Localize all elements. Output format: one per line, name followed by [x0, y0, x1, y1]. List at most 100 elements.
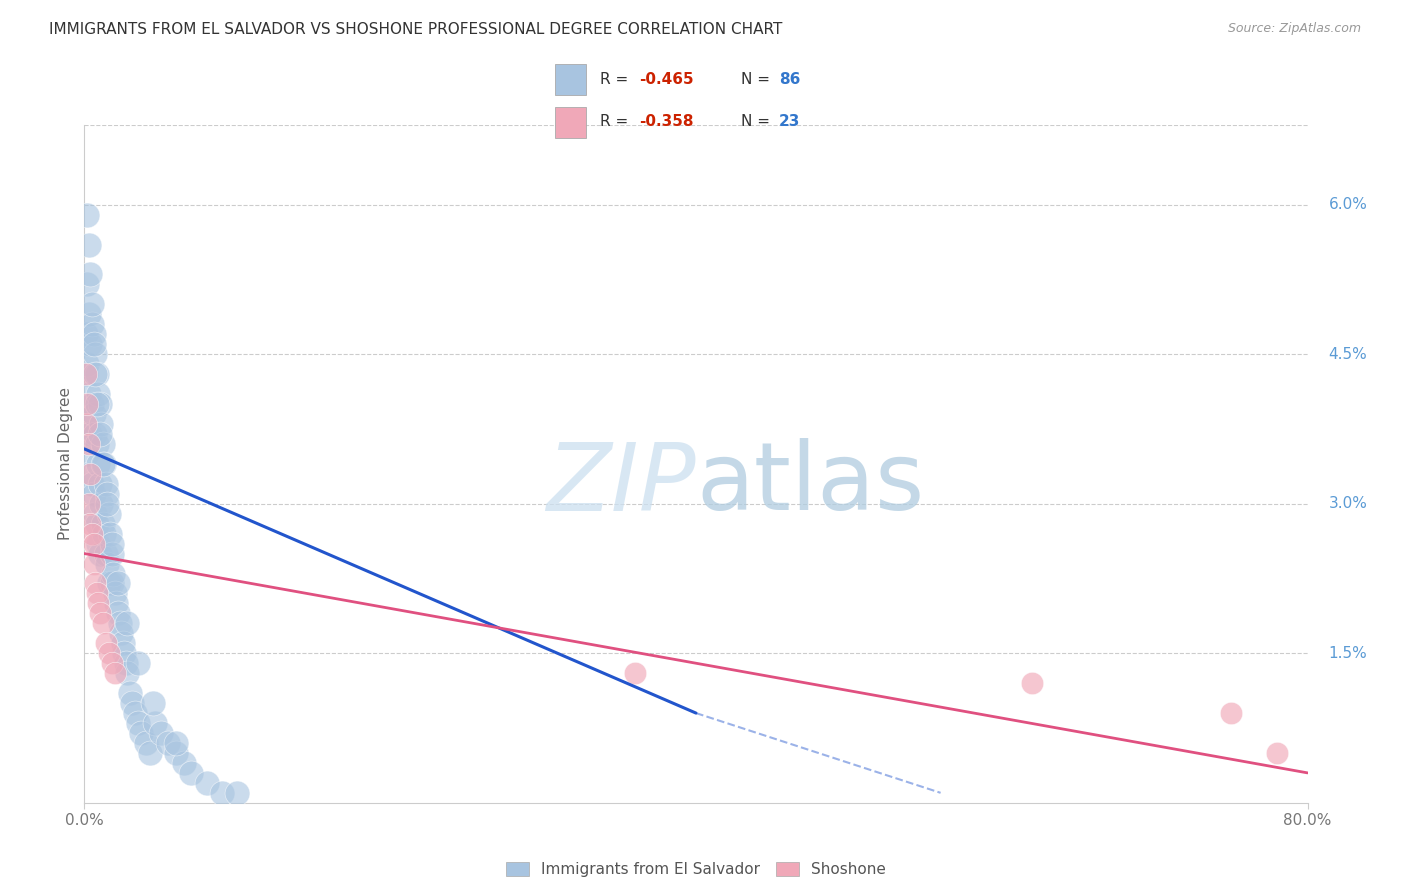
Legend: Immigrants from El Salvador, Shoshone: Immigrants from El Salvador, Shoshone — [501, 856, 891, 883]
Text: Source: ZipAtlas.com: Source: ZipAtlas.com — [1227, 22, 1361, 36]
Point — [76, 277, 98, 292]
Point — [77, 237, 100, 252]
Point — [76, 208, 98, 222]
Point — [84, 347, 107, 361]
Point — [86, 437, 108, 451]
Point — [105, 596, 128, 610]
Point — [139, 746, 162, 760]
Point — [93, 457, 115, 471]
Point — [1220, 706, 1243, 720]
Point — [75, 417, 97, 431]
Point — [79, 337, 101, 351]
Point — [75, 417, 97, 431]
Point — [90, 497, 112, 511]
Point — [624, 666, 647, 681]
Point — [1021, 676, 1043, 690]
Point — [83, 327, 105, 342]
FancyBboxPatch shape — [555, 64, 586, 95]
Point — [77, 307, 100, 321]
Point — [80, 526, 103, 541]
Point — [80, 476, 103, 491]
Text: 1.5%: 1.5% — [1329, 646, 1368, 661]
Point — [107, 607, 129, 621]
Point — [87, 596, 110, 610]
Y-axis label: Professional Degree: Professional Degree — [58, 387, 73, 541]
Point — [115, 616, 138, 631]
Point — [104, 666, 127, 681]
Text: R =: R = — [600, 71, 633, 87]
Point — [79, 516, 101, 531]
Point — [121, 696, 143, 710]
Point — [83, 536, 105, 550]
Point — [94, 476, 117, 491]
Point — [86, 397, 108, 411]
Point — [79, 467, 101, 481]
Point — [75, 327, 97, 342]
Point — [77, 387, 100, 401]
Point — [83, 557, 105, 571]
Point — [79, 268, 101, 282]
Point — [83, 487, 105, 501]
Point — [101, 657, 124, 671]
Point — [180, 765, 202, 780]
Point — [93, 526, 115, 541]
Point — [76, 447, 98, 461]
Point — [76, 357, 98, 371]
Point — [90, 417, 112, 431]
Point — [104, 586, 127, 600]
Point — [103, 566, 125, 581]
Point — [101, 536, 124, 550]
Point — [87, 536, 110, 550]
Point — [84, 367, 107, 381]
Point — [84, 576, 107, 591]
Point — [86, 367, 108, 381]
Point — [96, 487, 118, 501]
Point — [76, 397, 98, 411]
Point — [149, 726, 172, 740]
Point — [165, 746, 187, 760]
Point — [142, 696, 165, 710]
Point — [86, 516, 108, 531]
Text: ZIP: ZIP — [547, 439, 696, 530]
Point — [91, 437, 114, 451]
Point — [96, 557, 118, 571]
Point — [115, 666, 138, 681]
Point — [89, 397, 111, 411]
Point — [91, 616, 114, 631]
Point — [127, 657, 149, 671]
Point — [165, 736, 187, 750]
Point — [97, 646, 120, 660]
Point — [127, 716, 149, 731]
Text: 4.5%: 4.5% — [1329, 347, 1368, 361]
Point — [89, 426, 111, 441]
Point — [120, 686, 142, 700]
Point — [98, 526, 121, 541]
Text: -0.358: -0.358 — [640, 114, 695, 129]
Point — [77, 437, 100, 451]
Text: 23: 23 — [779, 114, 800, 129]
Text: atlas: atlas — [696, 438, 924, 530]
FancyBboxPatch shape — [555, 107, 586, 138]
Point — [124, 706, 146, 720]
Point — [226, 786, 249, 800]
Text: 3.0%: 3.0% — [1329, 496, 1368, 511]
Point — [80, 318, 103, 332]
Point — [77, 467, 100, 481]
Text: -0.465: -0.465 — [640, 71, 695, 87]
Point — [77, 497, 100, 511]
Point — [89, 547, 111, 561]
Point — [86, 586, 108, 600]
Text: IMMIGRANTS FROM EL SALVADOR VS SHOSHONE PROFESSIONAL DEGREE CORRELATION CHART: IMMIGRANTS FROM EL SALVADOR VS SHOSHONE … — [49, 22, 783, 37]
Text: N =: N = — [741, 71, 775, 87]
Point — [94, 547, 117, 561]
Point — [96, 497, 118, 511]
Point — [101, 576, 124, 591]
Point — [195, 776, 218, 790]
Point — [87, 457, 110, 471]
Point — [75, 367, 97, 381]
Point — [135, 736, 157, 750]
Point — [94, 636, 117, 650]
Point — [84, 426, 107, 441]
Text: 6.0%: 6.0% — [1329, 197, 1368, 212]
Point — [80, 397, 103, 411]
